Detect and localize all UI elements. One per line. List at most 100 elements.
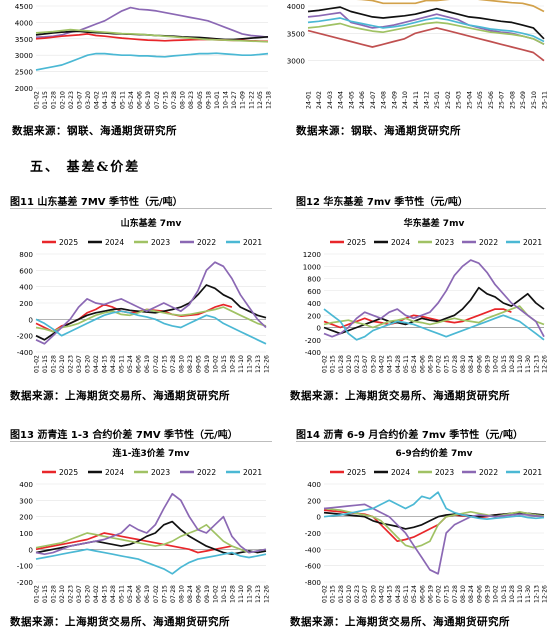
x-tick-label: 12-18: [266, 91, 273, 109]
x-tick-label: 10-28: [509, 585, 516, 603]
x-tick-label: 03-20: [370, 585, 377, 603]
x-tick-label: 04-15: [387, 585, 394, 603]
x-tick-label: 10-02: [212, 585, 219, 603]
x-tick-label: 03-07: [76, 585, 83, 603]
x-tick-label: 04-15: [387, 355, 394, 373]
y-tick-label: -400: [17, 348, 34, 357]
x-tick-label: 12-26: [542, 585, 549, 603]
x-tick-label: 01-02: [322, 585, 329, 603]
y-tick-label: 4000: [287, 2, 306, 11]
y-tick-label: 200: [19, 299, 33, 308]
series-line-2022: [323, 259, 545, 338]
series-line-2021: [323, 308, 545, 341]
x-tick-label: 03-07: [362, 585, 369, 603]
x-tick-label: 06-19: [144, 355, 151, 373]
x-tick-label: 24-10: [402, 91, 409, 109]
x-tick-label: 04-15: [102, 585, 109, 603]
x-tick-label: 25-05: [477, 91, 484, 109]
legend-label: 2025: [347, 468, 366, 477]
series-line-2021: [35, 52, 269, 71]
y-tick-label: 100: [19, 529, 33, 538]
x-tick-label: 05-11: [403, 355, 410, 373]
section-title: 五、 基差&价差: [30, 160, 141, 175]
x-tick-label: 06-19: [427, 355, 434, 373]
x-tick-label: 11-30: [246, 355, 253, 373]
x-tick-label: 01-28: [51, 91, 58, 109]
x-tick-label: 06-19: [427, 585, 434, 603]
x-tick-label: 07-02: [154, 91, 161, 109]
x-tick-label: 10-02: [493, 355, 500, 373]
legend-label: 2025: [59, 468, 78, 477]
figure-14-caption: 图14 沥青 6-9 月合约价差 7mv 季节性（元/吨）: [296, 430, 523, 441]
chart-fig13: 连1-连3价差 7mv 2025 2024 2023 2022 2021 -200 -100 0…: [17, 447, 271, 603]
y-tick-label: 0: [316, 513, 321, 522]
x-tick-label: 06-19: [145, 91, 152, 109]
x-tick-label: 07-02: [436, 355, 443, 373]
y-tick-label: 400: [307, 480, 321, 489]
figure-13-caption: 图13 沥青连 1-3 合约价差 7MV 季节性（元/吨）: [10, 430, 238, 441]
x-tick-label: 12-26: [264, 355, 271, 373]
series-line-2025: [323, 308, 512, 329]
divider: [296, 441, 546, 442]
x-tick-label: 10-15: [501, 585, 508, 603]
x-tick-label: 02-10: [346, 355, 353, 373]
legend-label: 2022: [197, 238, 216, 247]
y-tick-label: 400: [19, 480, 33, 489]
x-tick-label: 12-05: [257, 91, 264, 109]
x-tick-label: 07-28: [452, 585, 459, 603]
series-line-2022: [307, 11, 545, 46]
x-tick-label: 04-28: [395, 585, 402, 603]
x-tick-label: 09-19: [484, 585, 491, 603]
series-line-2023: [35, 306, 267, 333]
y-tick-label: 600: [19, 266, 33, 275]
x-tick-label: 25-09: [520, 91, 527, 109]
x-tick-label: 07-15: [162, 91, 169, 109]
x-tick-label: 01-15: [42, 355, 49, 373]
y-tick-label: 0: [316, 324, 321, 333]
y-tick-label: 0: [28, 545, 33, 554]
y-tick-label: 3500: [15, 35, 34, 44]
x-tick-label: 24-07: [370, 91, 377, 109]
x-tick-label: 10-28: [229, 355, 236, 373]
y-tick-label: 2500: [15, 68, 34, 77]
series-line-2023: [323, 507, 545, 549]
figure-12-caption: 图12 华东基差 7mv 季节性（元/吨）: [296, 197, 468, 208]
series-line-2022: [323, 503, 545, 575]
legend-label: 2023: [151, 468, 170, 477]
x-tick-label: 10-01: [214, 91, 221, 109]
x-tick-label: 03-07: [76, 355, 83, 373]
legend-label: 2023: [151, 238, 170, 247]
x-tick-label: 08-10: [460, 355, 467, 373]
x-tick-label: 09-19: [204, 355, 211, 373]
x-tick-label: 07-02: [153, 355, 160, 373]
x-tick-label: 11-22: [248, 91, 255, 109]
x-tick-label: 07-15: [161, 355, 168, 373]
x-tick-label: 24-09: [391, 91, 398, 109]
x-tick-label: 04-02: [93, 355, 100, 373]
x-tick-label: 04-15: [102, 355, 109, 373]
x-tick-label: 03-20: [85, 585, 92, 603]
x-tick-label: 06-06: [419, 585, 426, 603]
x-tick-label: 07-28: [452, 355, 459, 373]
x-tick-label: 09-05: [195, 355, 202, 373]
legend-label: 2024: [391, 468, 410, 477]
x-tick-label: 11-30: [246, 585, 253, 603]
x-tick-label: 07-28: [170, 585, 177, 603]
x-tick-label: 25-08: [509, 91, 516, 109]
x-tick-label: 04-28: [111, 91, 118, 109]
x-tick-label: 08-10: [178, 585, 185, 603]
x-tick-label: 09-19: [484, 355, 491, 373]
x-tick-label: 09-18: [205, 91, 212, 109]
y-tick-label: 1200: [303, 250, 322, 259]
x-tick-label: 05-11: [119, 585, 126, 603]
series-line-2025: [35, 532, 233, 554]
legend-label: 2021: [243, 238, 262, 247]
figure-11-caption: 图11 山东基差 7MV 季节性（元/吨）: [10, 197, 183, 208]
series-line-2024: [35, 284, 267, 341]
y-tick-label: -200: [17, 332, 34, 341]
series-line-2021: [35, 310, 267, 345]
x-tick-label: 10-02: [493, 585, 500, 603]
x-tick-label: 25-01: [434, 91, 441, 109]
y-tick-label: -600: [305, 562, 322, 571]
x-tick-label: 03-20: [85, 355, 92, 373]
